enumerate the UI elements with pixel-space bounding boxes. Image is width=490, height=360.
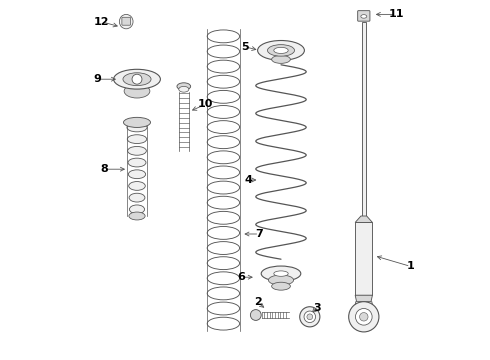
Circle shape <box>355 309 372 325</box>
Ellipse shape <box>127 135 147 144</box>
Ellipse shape <box>269 275 294 285</box>
FancyBboxPatch shape <box>358 11 370 21</box>
Ellipse shape <box>129 205 145 214</box>
Ellipse shape <box>114 69 160 89</box>
Text: 8: 8 <box>101 164 108 174</box>
Ellipse shape <box>268 45 294 56</box>
Ellipse shape <box>124 84 150 98</box>
Polygon shape <box>362 22 366 216</box>
Text: 4: 4 <box>245 175 252 185</box>
Ellipse shape <box>128 170 146 179</box>
Ellipse shape <box>274 47 288 54</box>
Circle shape <box>300 307 320 327</box>
Ellipse shape <box>271 55 291 63</box>
Polygon shape <box>355 216 372 222</box>
Text: 10: 10 <box>197 99 213 109</box>
Ellipse shape <box>123 73 151 86</box>
Text: 6: 6 <box>238 272 245 282</box>
Circle shape <box>307 314 313 320</box>
Circle shape <box>132 74 142 84</box>
Ellipse shape <box>127 147 147 155</box>
Ellipse shape <box>177 83 191 90</box>
Ellipse shape <box>129 181 145 190</box>
Ellipse shape <box>179 86 189 92</box>
Ellipse shape <box>129 212 145 220</box>
Ellipse shape <box>261 266 301 281</box>
Polygon shape <box>355 222 372 295</box>
Ellipse shape <box>271 282 291 290</box>
Ellipse shape <box>123 117 150 127</box>
Circle shape <box>349 302 379 332</box>
Circle shape <box>304 311 316 323</box>
Ellipse shape <box>274 271 288 276</box>
Ellipse shape <box>120 14 133 29</box>
Ellipse shape <box>250 310 261 320</box>
Ellipse shape <box>128 158 146 167</box>
Text: 12: 12 <box>93 17 109 27</box>
Text: 2: 2 <box>254 297 262 307</box>
Text: 5: 5 <box>241 42 249 52</box>
Ellipse shape <box>258 40 304 60</box>
Circle shape <box>360 312 368 321</box>
Text: 1: 1 <box>407 261 415 271</box>
Text: 11: 11 <box>389 9 404 19</box>
Polygon shape <box>355 295 372 302</box>
Ellipse shape <box>127 123 147 132</box>
FancyBboxPatch shape <box>122 17 130 25</box>
Ellipse shape <box>129 193 145 202</box>
Text: 9: 9 <box>94 74 101 84</box>
Text: 3: 3 <box>313 303 321 313</box>
Ellipse shape <box>361 15 367 18</box>
Text: 7: 7 <box>255 229 263 239</box>
